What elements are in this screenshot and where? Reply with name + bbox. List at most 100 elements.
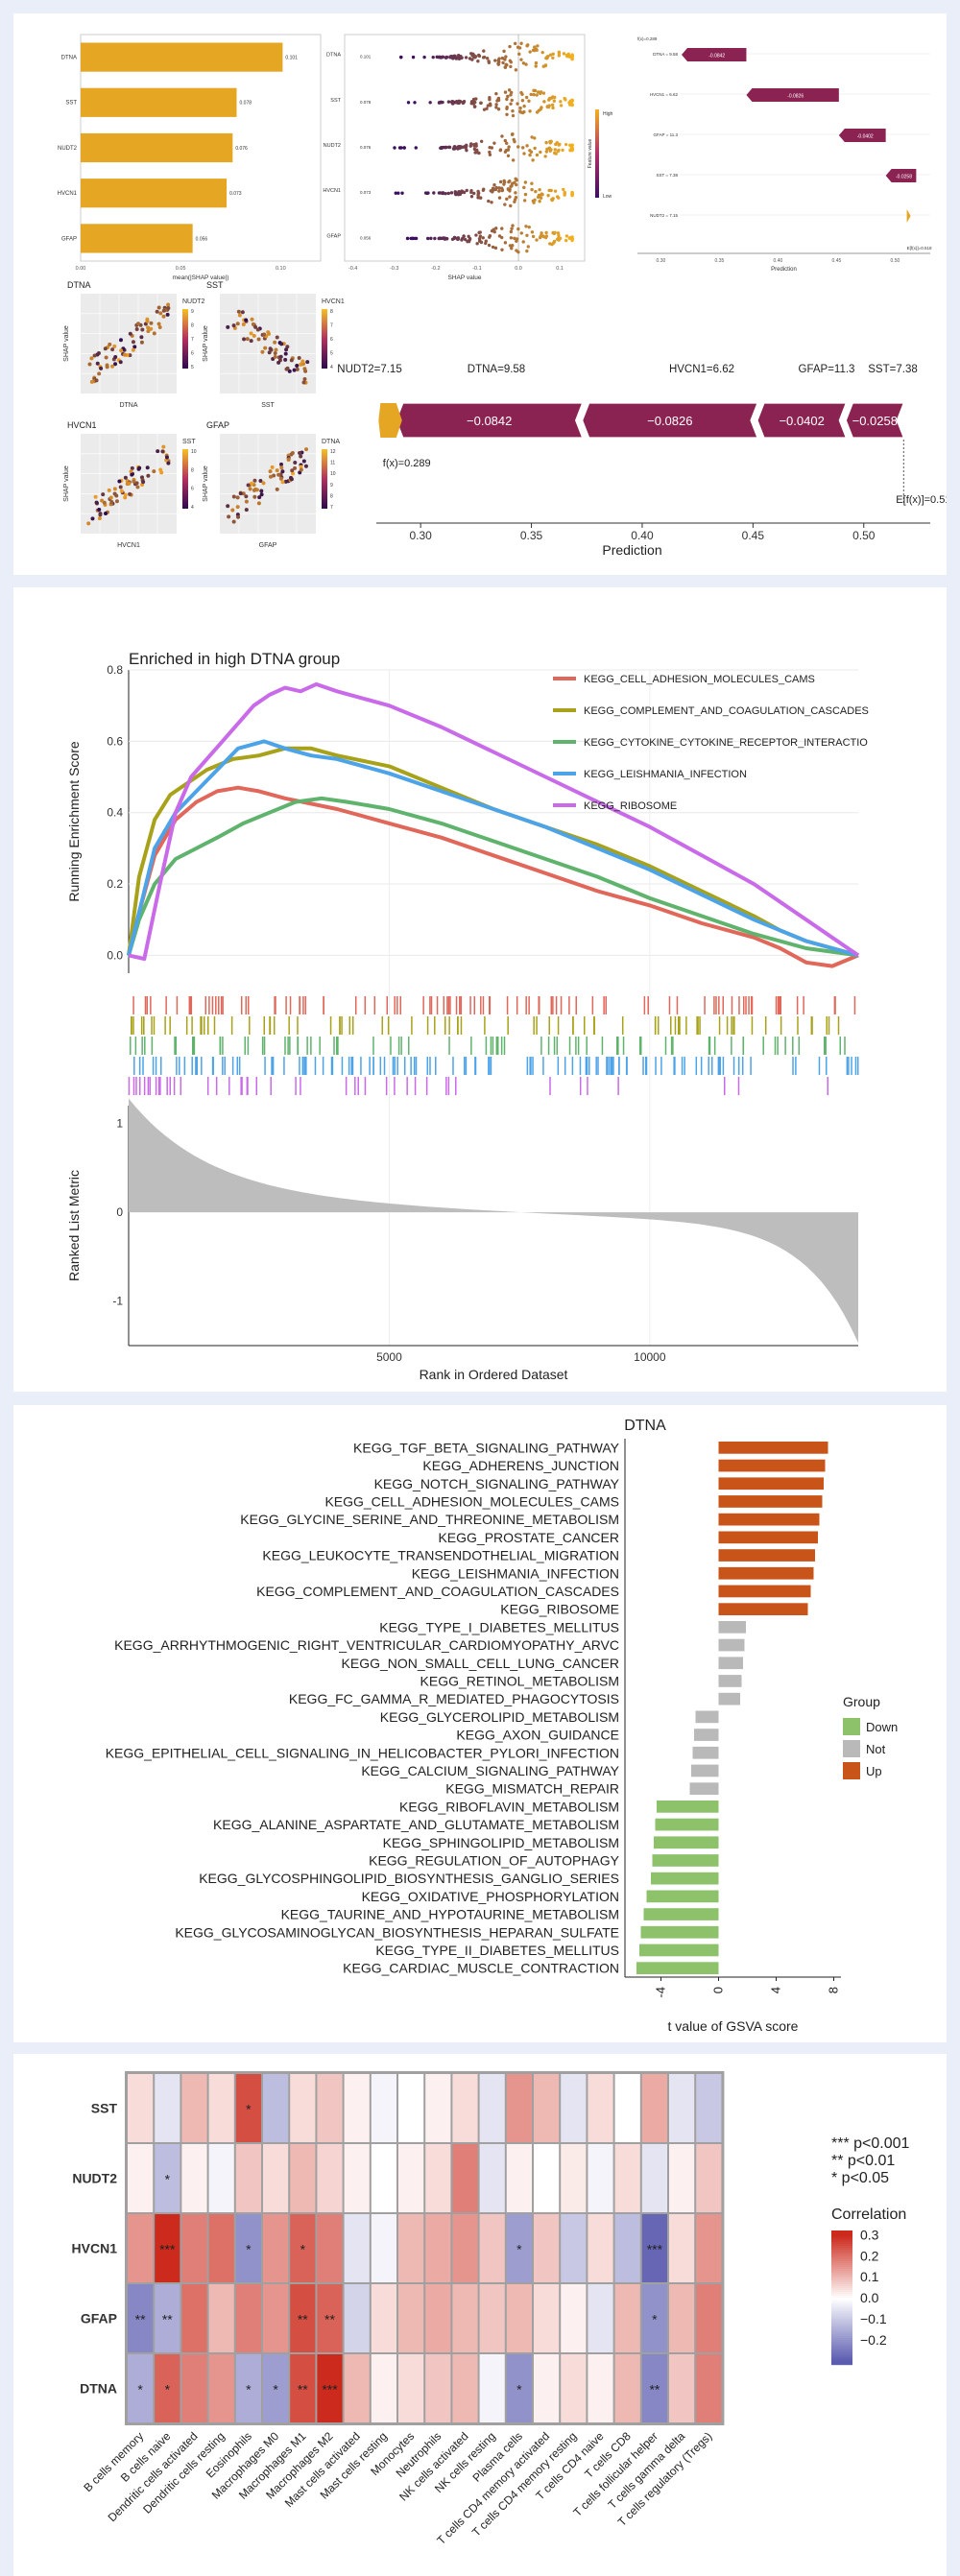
heatmap-cell xyxy=(263,2074,289,2142)
beeswarm-point xyxy=(539,196,543,201)
beeswarm-point xyxy=(511,113,516,118)
heatmap-colorbar-band xyxy=(831,2330,852,2333)
heatmap-cell xyxy=(425,2074,451,2142)
gsva-bar xyxy=(654,1836,719,1849)
heatmap-sig-mark: ** xyxy=(135,2312,146,2327)
dependence-y-label: SHAP value xyxy=(63,325,70,362)
dependence-point xyxy=(274,347,278,352)
shap-bar-sst xyxy=(81,87,237,117)
gsea-legend-label: KEGG_CELL_ADHESION_MOLECULES_CAMS xyxy=(584,674,815,685)
beeswarm-point xyxy=(516,227,520,231)
heatmap-cell xyxy=(669,2214,695,2282)
beeswarm-point xyxy=(519,90,523,95)
dependence-point xyxy=(283,357,288,362)
beeswarm-point xyxy=(512,137,516,142)
heatmap-cell xyxy=(398,2074,424,2142)
dependence-colorbar xyxy=(322,309,327,369)
beeswarm-point xyxy=(530,181,534,185)
force-x-label: Prediction xyxy=(602,542,661,558)
beeswarm-point xyxy=(469,52,473,56)
beeswarm-point xyxy=(552,99,557,103)
heatmap-cell xyxy=(506,2214,532,2282)
dependence-point xyxy=(286,457,291,462)
heatmap-cell xyxy=(128,2214,154,2282)
heatmap-cell xyxy=(155,2214,180,2282)
beeswarm-point xyxy=(527,225,531,229)
heatmap-cell xyxy=(479,2074,505,2142)
gsea-y-tick: 0.2 xyxy=(107,877,123,891)
force-feature-label: HVCN1=6.62 xyxy=(669,364,734,375)
beeswarm-point xyxy=(559,104,564,107)
gsva-category-label: KEGG_ARRHYTHMOGENIC_RIGHT_VENTRICULAR_CA… xyxy=(114,1637,619,1653)
dependence-point xyxy=(112,487,117,491)
heatmap-colorbar-band xyxy=(831,2326,852,2329)
dependence-colorbar xyxy=(182,449,188,509)
gsea-figure: Enriched in high DTNA group 0.0 0.2 0.4 0.6 0… xyxy=(66,650,869,1382)
dependence-point xyxy=(268,346,273,351)
beeswarm-point xyxy=(538,187,541,192)
heatmap-cell xyxy=(208,2144,234,2212)
beeswarm-point xyxy=(521,240,525,244)
heatmap-cell xyxy=(344,2214,370,2282)
beeswarm-point xyxy=(547,104,551,107)
heatmap-sig-mark: ** xyxy=(649,2382,660,2397)
beeswarm-point xyxy=(470,58,474,61)
heatmap-sig-mark: ** xyxy=(298,2312,308,2327)
beeswarm-point xyxy=(500,134,504,138)
gsva-legend-label: Up xyxy=(866,1764,882,1778)
beeswarm-point xyxy=(565,54,569,58)
beeswarm-point xyxy=(469,195,474,199)
beeswarm-point xyxy=(493,59,497,62)
dependence-point xyxy=(102,500,107,505)
beeswarm-point xyxy=(569,102,573,106)
heatmap-colorbar-tick: −0.2 xyxy=(860,2332,887,2348)
heatmap-cell xyxy=(641,2214,667,2282)
beeswarm-point xyxy=(544,234,549,238)
dependence-point xyxy=(287,369,292,373)
heatmap-cell xyxy=(696,2074,722,2142)
beeswarm-point xyxy=(503,241,508,245)
waterfall-row-label: HVCN1 = 6.62 xyxy=(650,92,679,97)
dependence-colorbar-tick: 6 xyxy=(330,337,333,343)
beeswarm-point xyxy=(469,142,473,146)
waterfall-x-tick: 0.50 xyxy=(891,258,900,264)
heatmap-colorbar-band xyxy=(831,2296,852,2299)
beeswarm-point xyxy=(513,41,517,46)
beeswarm-point xyxy=(539,150,542,155)
heatmap-cell xyxy=(128,2284,154,2352)
beeswarm-point xyxy=(534,60,539,65)
gsea-y-label: Running Enrichment Score xyxy=(66,741,82,902)
beeswarm-point xyxy=(452,236,456,241)
heatmap-cell xyxy=(155,2144,180,2212)
beeswarm-point xyxy=(517,52,521,57)
dependence-point xyxy=(231,494,236,499)
dependence-point xyxy=(152,469,156,474)
beeswarm-point xyxy=(547,188,551,193)
beeswarm-point xyxy=(508,59,512,62)
heatmap-colorbar-band xyxy=(831,2246,852,2249)
beeswarm-point xyxy=(393,146,396,150)
dependence-point xyxy=(237,313,242,318)
heatmap-colorbar-band xyxy=(831,2305,852,2308)
heatmap-cell xyxy=(128,2074,154,2142)
dependence-point xyxy=(146,325,151,330)
waterfall-x-tick: 0.40 xyxy=(774,258,783,264)
beeswarm-point xyxy=(551,56,555,60)
beeswarm-mean-label: 0.101 xyxy=(360,55,372,60)
dependence-point xyxy=(298,470,302,475)
heatmap-cell xyxy=(290,2214,316,2282)
beeswarm-point xyxy=(506,187,511,191)
heatmap-colorbar-band xyxy=(831,2346,852,2349)
beeswarm-point xyxy=(542,100,546,104)
heatmap-colorbar-band xyxy=(831,2244,852,2247)
heatmap-cell xyxy=(235,2284,261,2352)
beeswarm-point xyxy=(539,90,543,94)
heatmap-colorbar-band xyxy=(831,2328,852,2331)
dependence-point xyxy=(132,479,136,484)
beeswarm-point xyxy=(476,60,480,63)
dependence-point xyxy=(246,483,251,488)
gsva-category-label: KEGG_OXIDATIVE_PHOSPHORYLATION xyxy=(362,1889,619,1904)
dependence-point xyxy=(97,507,102,512)
heatmap-colorbar-band xyxy=(831,2282,852,2285)
dependence-point xyxy=(278,354,283,359)
